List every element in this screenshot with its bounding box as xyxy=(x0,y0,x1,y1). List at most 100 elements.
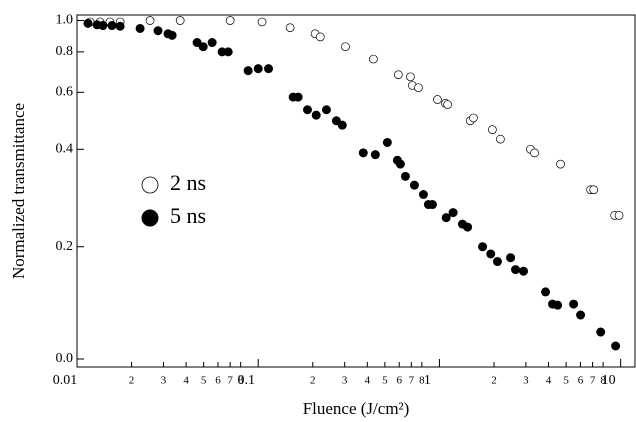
data-point xyxy=(496,134,505,144)
data-point xyxy=(98,21,108,31)
data-point xyxy=(414,83,423,93)
x-tick-label: 0.1 xyxy=(237,373,255,388)
data-point xyxy=(107,21,117,31)
data-point xyxy=(393,70,403,80)
data-point xyxy=(175,16,185,25)
y-tick-label: 0.4 xyxy=(56,142,74,157)
data-point xyxy=(530,148,539,158)
data-point xyxy=(337,120,347,130)
data-point xyxy=(611,341,621,351)
data-point xyxy=(223,47,233,57)
data-point xyxy=(406,72,415,82)
data-point xyxy=(556,159,565,169)
data-point xyxy=(576,310,586,320)
data-point xyxy=(321,105,331,115)
data-point xyxy=(488,125,497,135)
x-tick-label: 7 xyxy=(227,375,233,387)
x-tick-label: 0.01 xyxy=(53,373,78,388)
x-tick-label: 4 xyxy=(546,375,552,387)
data-point xyxy=(395,159,405,169)
data-point xyxy=(409,180,419,190)
data-point xyxy=(293,92,303,102)
legend-label: 2 ns xyxy=(170,170,206,195)
x-tick-label: 10 xyxy=(602,373,616,388)
data-point xyxy=(115,21,125,31)
data-point xyxy=(427,200,437,210)
data-point xyxy=(506,253,516,263)
data-point xyxy=(285,23,295,33)
x-tick-label: 3 xyxy=(161,375,167,387)
data-point xyxy=(83,18,93,28)
data-point xyxy=(443,100,452,109)
x-tick-label: 8 xyxy=(600,375,606,387)
data-point xyxy=(486,249,496,259)
x-tick-label: 3 xyxy=(342,375,348,387)
x-tick-label: 5 xyxy=(563,375,569,387)
data-point xyxy=(302,105,312,115)
x-tick-label: 6 xyxy=(215,375,221,387)
data-point xyxy=(400,171,410,181)
data-point xyxy=(315,32,325,42)
data-point xyxy=(369,54,378,64)
data-point xyxy=(225,16,235,25)
data-point xyxy=(553,300,563,310)
data-point xyxy=(153,26,163,36)
y-tick-label: 1.0 xyxy=(56,13,74,28)
x-tick-label: 7 xyxy=(409,375,415,387)
data-point xyxy=(192,38,202,48)
x-tick-label: 8 xyxy=(238,375,244,387)
x-tick-label: 3 xyxy=(523,375,529,387)
data-point xyxy=(253,64,263,74)
data-point xyxy=(243,66,253,76)
data-point xyxy=(541,287,551,297)
data-point xyxy=(198,42,208,52)
data-point xyxy=(596,327,606,337)
y-tick-label: 0.0 xyxy=(56,351,74,366)
data-point xyxy=(370,150,380,160)
legend-marker xyxy=(141,176,159,194)
data-point xyxy=(167,30,177,40)
data-point xyxy=(441,213,451,223)
data-point xyxy=(469,113,478,123)
data-point xyxy=(382,137,392,147)
data-point xyxy=(341,42,350,52)
legend-marker xyxy=(141,209,159,227)
data-point xyxy=(518,266,528,276)
x-tick-label: 1 xyxy=(424,373,431,388)
x-axis-label: Fluence (J/cm²) xyxy=(303,399,410,418)
x-tick-label: 2 xyxy=(129,375,135,387)
y-axis-label: Normalized transmittance xyxy=(9,103,28,279)
data-point xyxy=(463,222,473,232)
x-tick-label: 4 xyxy=(183,375,189,387)
data-point xyxy=(257,17,267,27)
data-point xyxy=(358,148,368,158)
data-point xyxy=(511,265,521,275)
plot-frame xyxy=(76,14,636,368)
data-point xyxy=(207,38,217,48)
x-tick-label: 5 xyxy=(382,375,388,387)
data-point xyxy=(492,257,502,267)
data-point xyxy=(478,242,488,252)
y-tick-label: 0.2 xyxy=(56,239,74,254)
data-point xyxy=(614,211,624,220)
y-tick-label: 0.6 xyxy=(56,85,74,100)
data-point xyxy=(569,299,579,309)
data-point xyxy=(331,116,341,126)
data-point xyxy=(145,16,155,25)
x-tick-label: 6 xyxy=(396,375,402,387)
data-point xyxy=(433,95,442,104)
data-point xyxy=(589,185,599,195)
data-point xyxy=(311,110,321,120)
data-point xyxy=(135,23,145,33)
x-tick-label: 7 xyxy=(590,375,596,387)
x-tick-label: 2 xyxy=(310,375,316,387)
x-tick-label: 6 xyxy=(578,375,584,387)
x-tick-label: 5 xyxy=(201,375,207,387)
x-tick-label: 8 xyxy=(419,375,425,387)
data-point xyxy=(448,208,458,218)
x-tick-label: 2 xyxy=(491,375,497,387)
legend-label: 5 ns xyxy=(170,203,206,228)
y-tick-label: 0.8 xyxy=(56,44,74,59)
